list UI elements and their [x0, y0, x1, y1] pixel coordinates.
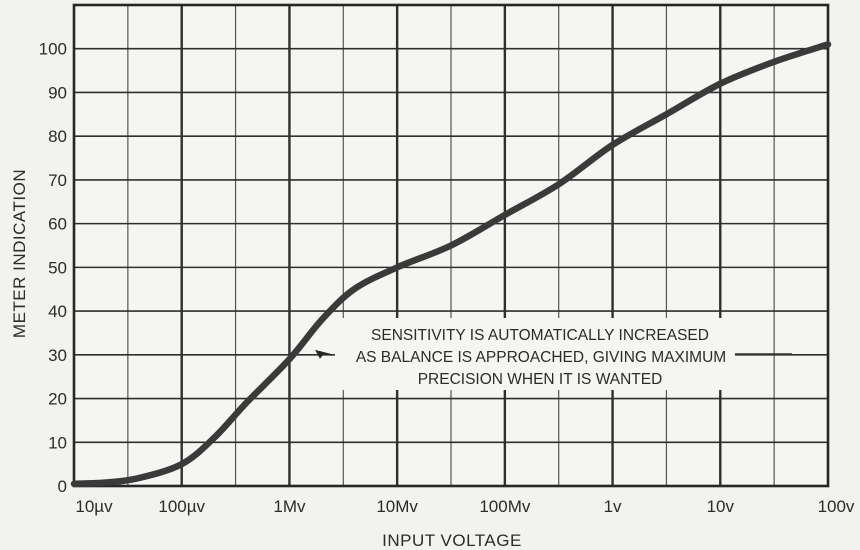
- x-tick-label: 10v: [707, 497, 735, 516]
- x-tick-label: 10µv: [75, 497, 113, 516]
- x-axis-label: INPUT VOLTAGE: [382, 531, 522, 550]
- x-tick-label: 10Mv: [376, 497, 418, 516]
- y-axis-label: METER INDICATION: [10, 169, 29, 338]
- y-tick-label: 40: [48, 302, 67, 321]
- annotation-text: AS BALANCE IS APPROACHED, GIVING MAXIMUM: [356, 349, 726, 366]
- annotation-arrow-head: [314, 349, 325, 359]
- y-tick-label: 60: [48, 215, 67, 234]
- x-tick-label: 1v: [604, 497, 622, 516]
- x-tick-label: 1Mv: [273, 497, 306, 516]
- data-line: [70, 41, 832, 488]
- y-tick-label: 0: [58, 477, 67, 496]
- annotation-backdrop: [335, 318, 735, 390]
- x-tick-label: 100v: [818, 497, 855, 516]
- y-tick-label: 20: [48, 390, 67, 409]
- plot-frame: [72, 3, 830, 488]
- y-tick-label: 50: [48, 258, 67, 277]
- y-tick-label: 80: [48, 127, 67, 146]
- annotation-text: PRECISION WHEN IT IS WANTED: [418, 371, 663, 388]
- y-tick-label: 10: [48, 433, 67, 452]
- y-tick-label: 90: [48, 83, 67, 102]
- annotation-text: SENSITIVITY IS AUTOMATICALLY INCREASED: [371, 327, 709, 344]
- y-tick-label: 30: [48, 346, 67, 365]
- x-tick-label: 100Mv: [479, 497, 531, 516]
- y-tick-label: 100: [39, 40, 67, 59]
- x-tick-label: 100µv: [158, 497, 205, 516]
- y-tick-label: 70: [48, 171, 67, 190]
